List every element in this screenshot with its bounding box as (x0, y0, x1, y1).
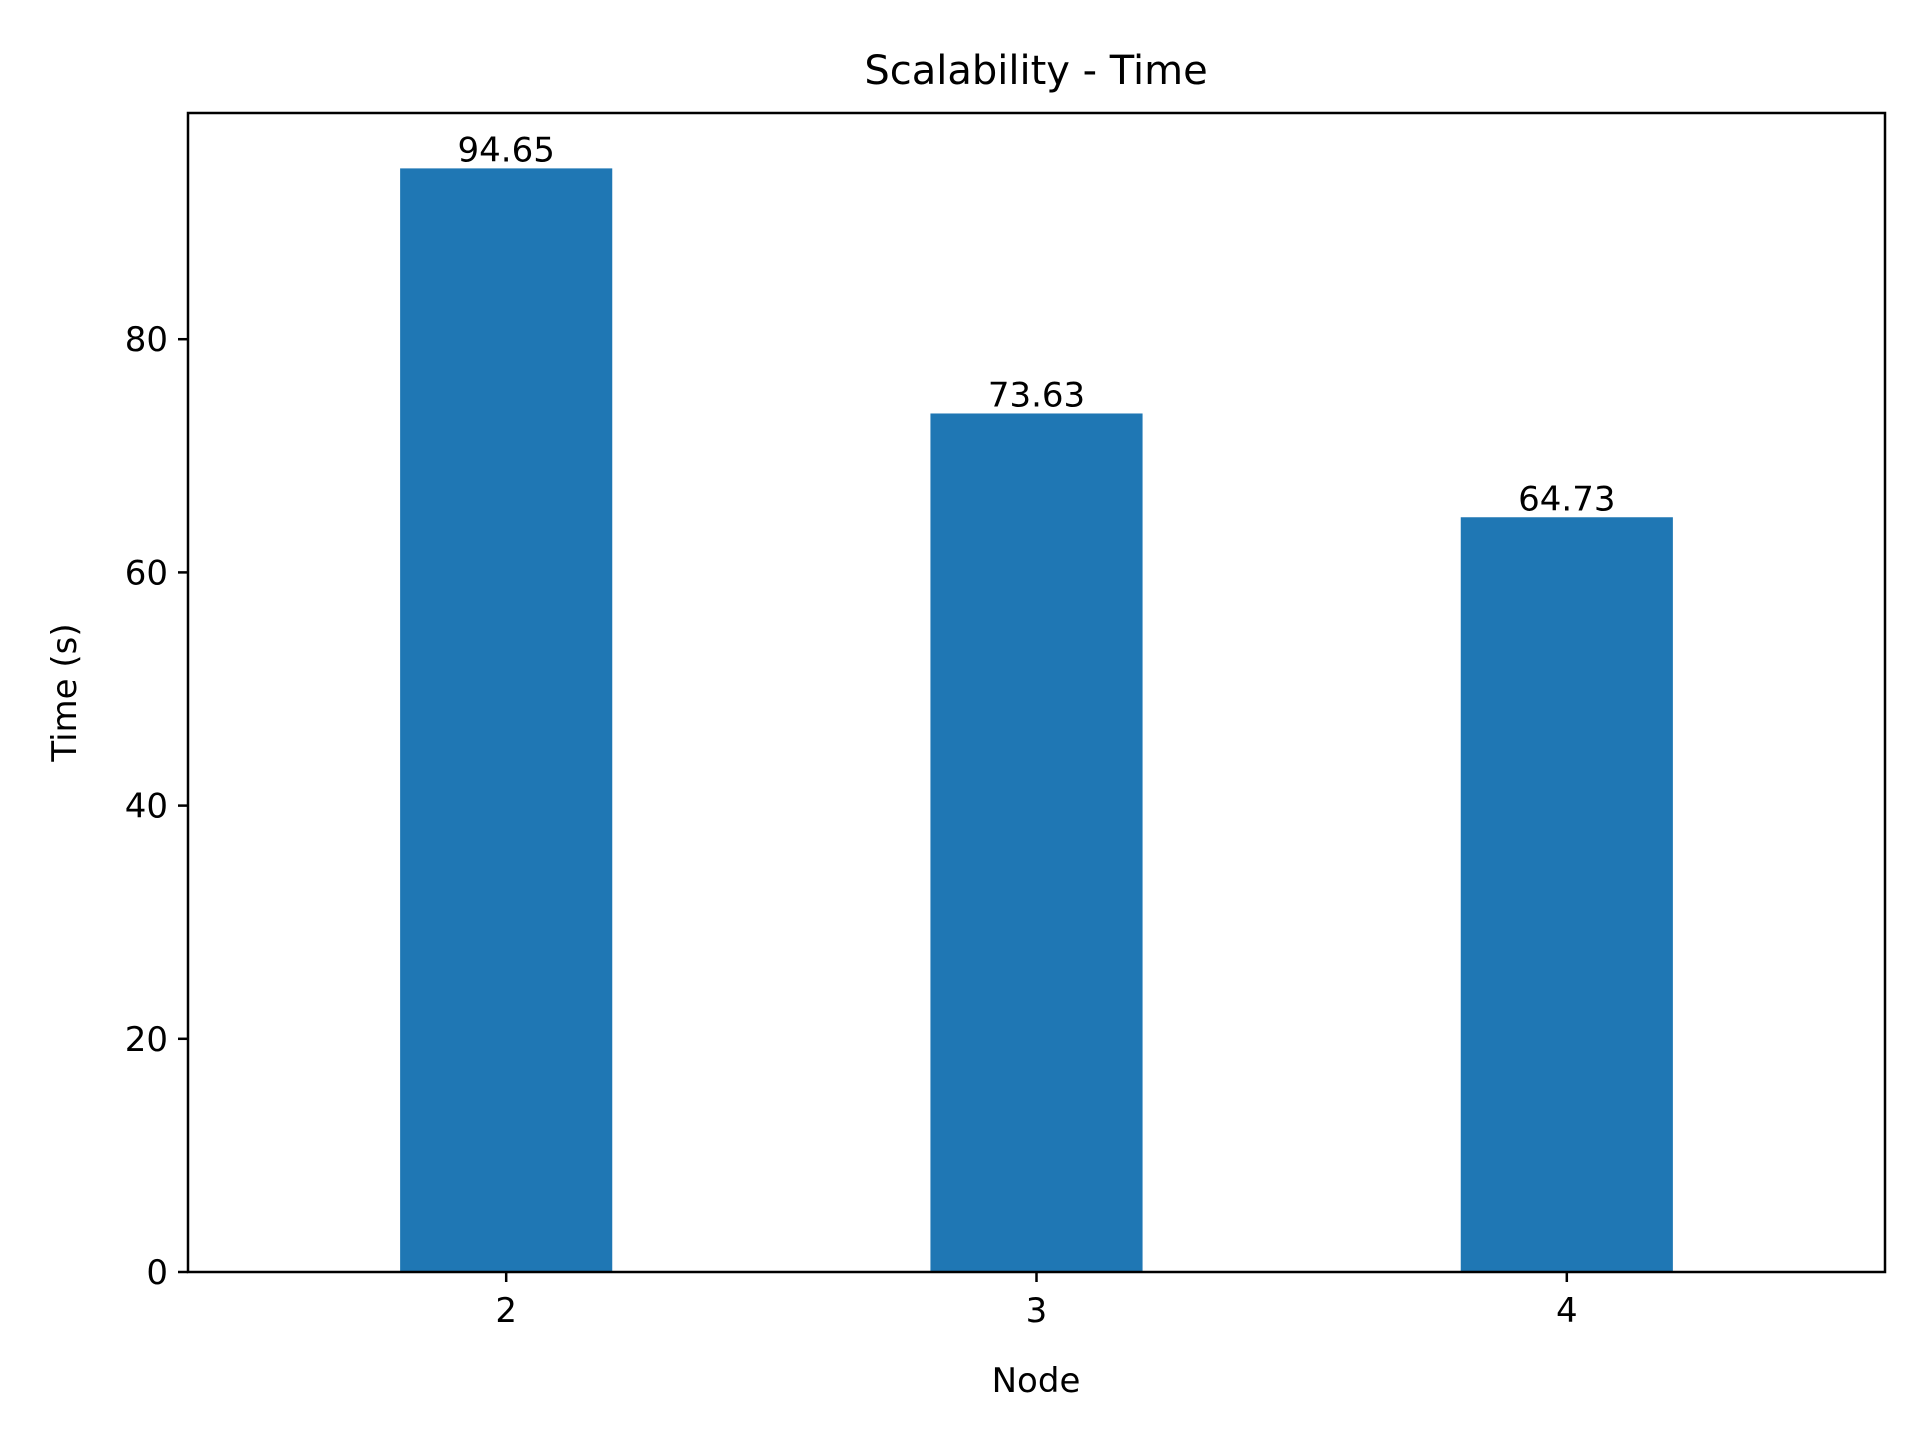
x-tick-label-4: 4 (1556, 1291, 1578, 1331)
axes-frame (186, 111, 1887, 1274)
x-axis-label: Node (992, 1361, 1081, 1401)
y-tick-label-60: 60 (125, 553, 168, 593)
y-axis-label: Time (s) (45, 623, 85, 762)
chart-title: Scalability - Time (864, 48, 1207, 94)
x-tick-label-3: 3 (1026, 1291, 1048, 1331)
bar-3 (930, 413, 1143, 1272)
y-tick-label-40: 40 (125, 787, 168, 827)
x-tick-label-2: 2 (495, 1291, 517, 1331)
bar-4 (1460, 517, 1673, 1272)
y-tick-label-80: 80 (125, 320, 168, 360)
y-tick-label-0: 0 (146, 1253, 168, 1293)
data-label-2: 94.65 (458, 130, 555, 170)
data-label-3: 73.63 (988, 375, 1085, 415)
bar-2 (400, 168, 613, 1273)
y-tick-label-20: 20 (125, 1020, 168, 1060)
data-label-4: 64.73 (1518, 479, 1615, 519)
